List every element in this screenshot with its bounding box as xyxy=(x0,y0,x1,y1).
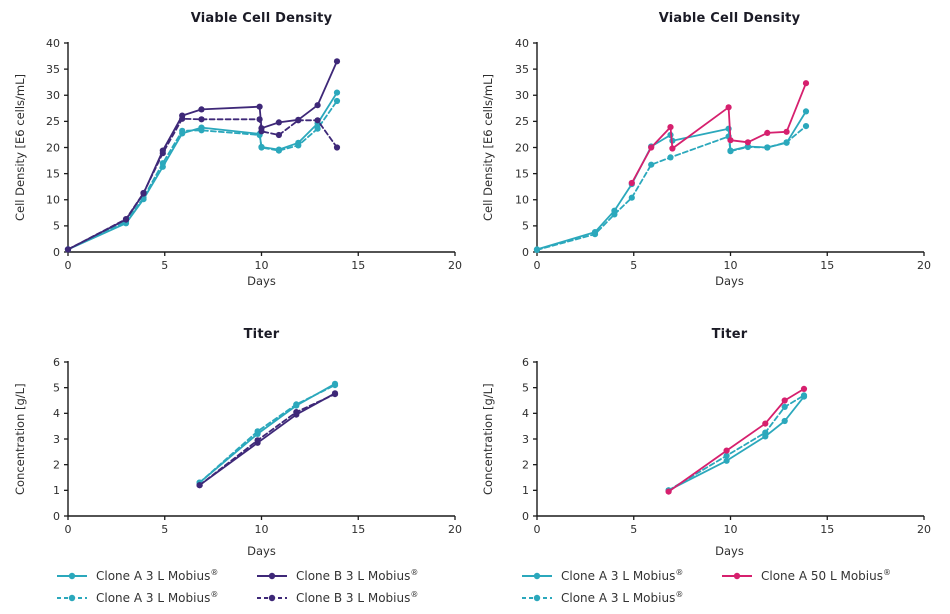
plot-area: 0 5 10 15 20 0 1 2 3 4 5 6 xyxy=(522,356,931,536)
svg-text:2: 2 xyxy=(53,458,60,471)
svg-text:20: 20 xyxy=(917,523,931,536)
y-axis-label: Concentration [g/L] xyxy=(481,383,495,495)
chart-title: Titer xyxy=(711,327,748,342)
legend-item: Clone A 3 L Mobius® xyxy=(56,566,256,586)
svg-text:6: 6 xyxy=(522,356,529,369)
svg-text:3: 3 xyxy=(522,433,529,446)
chart-viable-cell-density-left: 0 5 10 15 20 0 5 10 15 20 25 30 35 40 Viable Cell Den… xyxy=(0,0,470,300)
svg-text:5: 5 xyxy=(630,523,637,536)
svg-text:30: 30 xyxy=(515,89,529,102)
svg-text:0: 0 xyxy=(53,510,60,523)
svg-text:10: 10 xyxy=(255,523,269,536)
legend-marker-line-icon xyxy=(522,572,552,580)
chart-viable-cell-density-right: 0 5 10 15 20 0 5 10 15 20 25 30 35 40 Viable Cell Den… xyxy=(468,0,938,300)
svg-text:15: 15 xyxy=(46,167,60,180)
legend-marker-line-icon xyxy=(57,572,87,580)
svg-text:15: 15 xyxy=(515,167,529,180)
svg-text:25: 25 xyxy=(46,115,60,128)
legend-label: Clone A 50 L Mobius® xyxy=(761,568,891,584)
svg-text:0: 0 xyxy=(522,510,529,523)
chart-titer-left: 0 5 10 15 20 0 1 2 3 4 5 6 Titer Concentration [g/L… xyxy=(0,308,470,558)
legend-label: Clone A 3 L Mobius® xyxy=(561,590,684,606)
legend-item: Clone A 3 L Mobius® xyxy=(521,588,721,608)
chart-title: Titer xyxy=(243,327,280,342)
svg-text:25: 25 xyxy=(515,115,529,128)
legend-item: Clone A 3 L Mobius® xyxy=(56,588,256,608)
svg-text:2: 2 xyxy=(522,458,529,471)
svg-text:20: 20 xyxy=(46,141,60,154)
legend-label: Clone B 3 L Mobius® xyxy=(296,568,419,584)
svg-text:5: 5 xyxy=(522,381,529,394)
svg-text:35: 35 xyxy=(46,63,60,76)
svg-text:5: 5 xyxy=(53,381,60,394)
chart-title: Viable Cell Density xyxy=(658,11,801,26)
svg-text:5: 5 xyxy=(161,523,168,536)
legend-label: Clone B 3 L Mobius® xyxy=(296,590,419,606)
svg-text:10: 10 xyxy=(724,259,738,272)
plot-area: 0 5 10 15 20 0 5 10 15 20 25 30 35 40 xyxy=(515,37,931,272)
svg-text:0: 0 xyxy=(65,523,72,536)
x-axis-label: Days xyxy=(715,544,744,558)
x-axis-label: Days xyxy=(247,274,276,288)
legend-marker-dashed-line-icon xyxy=(522,594,552,602)
svg-text:5: 5 xyxy=(161,259,168,272)
svg-text:20: 20 xyxy=(515,141,529,154)
legend-marker-line-icon xyxy=(257,572,287,580)
svg-text:0: 0 xyxy=(522,246,529,259)
svg-text:40: 40 xyxy=(46,37,60,50)
x-axis-label: Days xyxy=(247,544,276,558)
svg-text:10: 10 xyxy=(515,194,529,207)
svg-text:0: 0 xyxy=(65,259,72,272)
svg-text:4: 4 xyxy=(522,407,529,420)
svg-text:15: 15 xyxy=(351,259,365,272)
svg-text:4: 4 xyxy=(53,407,60,420)
legend-right: Clone A 3 L Mobius® Clone A 50 L Mobius® C… xyxy=(521,566,931,608)
legend-label: Clone A 3 L Mobius® xyxy=(96,590,219,606)
svg-text:30: 30 xyxy=(46,89,60,102)
svg-text:10: 10 xyxy=(724,523,738,536)
svg-text:5: 5 xyxy=(630,259,637,272)
chart-titer-right: 0 5 10 15 20 0 1 2 3 4 5 6 Titer Concentration [g/L… xyxy=(468,308,938,558)
svg-text:10: 10 xyxy=(255,259,269,272)
legend-marker-dashed-line-icon xyxy=(257,594,287,602)
svg-text:35: 35 xyxy=(515,63,529,76)
chart-title: Viable Cell Density xyxy=(190,11,333,26)
svg-text:20: 20 xyxy=(917,259,931,272)
legend-item: Clone A 50 L Mobius® xyxy=(721,566,921,586)
svg-text:0: 0 xyxy=(534,523,541,536)
y-axis-label: Concentration [g/L] xyxy=(13,383,27,495)
svg-text:0: 0 xyxy=(534,259,541,272)
x-axis-label: Days xyxy=(715,274,744,288)
svg-text:15: 15 xyxy=(351,523,365,536)
legend-left: Clone A 3 L Mobius® Clone B 3 L Mobius® Cl… xyxy=(56,566,466,608)
legend-label: Clone A 3 L Mobius® xyxy=(561,568,684,584)
svg-text:40: 40 xyxy=(515,37,529,50)
legend-marker-line-icon xyxy=(722,572,752,580)
legend-label: Clone A 3 L Mobius® xyxy=(96,568,219,584)
svg-text:15: 15 xyxy=(820,523,834,536)
svg-text:5: 5 xyxy=(522,220,529,233)
svg-text:1: 1 xyxy=(53,484,60,497)
legend-item: Clone B 3 L Mobius® xyxy=(256,588,456,608)
svg-text:5: 5 xyxy=(53,220,60,233)
svg-text:20: 20 xyxy=(448,259,462,272)
y-axis-label: Cell Density [E6 cells/mL] xyxy=(13,74,27,222)
svg-text:20: 20 xyxy=(448,523,462,536)
legend-item: Clone A 3 L Mobius® xyxy=(521,566,721,586)
svg-text:3: 3 xyxy=(53,433,60,446)
legend-item: Clone B 3 L Mobius® xyxy=(256,566,456,586)
svg-text:10: 10 xyxy=(46,194,60,207)
plot-area: 0 5 10 15 20 0 5 10 15 20 25 30 35 40 xyxy=(46,37,462,272)
svg-text:0: 0 xyxy=(53,246,60,259)
plot-area: 0 5 10 15 20 0 1 2 3 4 5 6 xyxy=(53,356,462,536)
svg-text:15: 15 xyxy=(820,259,834,272)
y-axis-label: Cell Density [E6 cells/mL] xyxy=(481,74,495,222)
svg-text:1: 1 xyxy=(522,484,529,497)
svg-text:6: 6 xyxy=(53,356,60,369)
legend-marker-dashed-line-icon xyxy=(57,594,87,602)
